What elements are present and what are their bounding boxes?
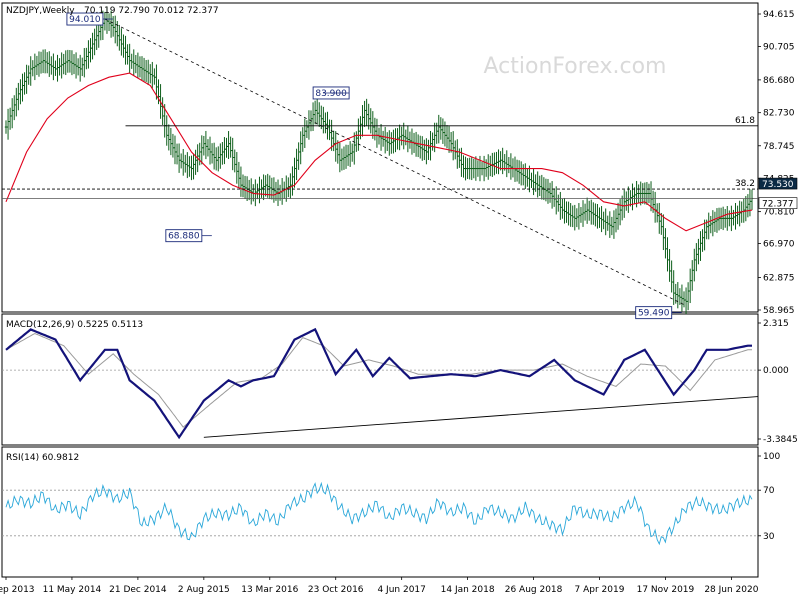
price-annotation: 83.900 (312, 86, 350, 100)
x-tick-label: 4 Jun 2017 (377, 585, 425, 595)
x-axis: 29 Sep 2013 11 May 2014 21 Dec 2014 2 Aug 2… (0, 577, 759, 595)
macd-line (5, 327, 752, 440)
level-label: 61.8 (735, 116, 755, 126)
x-tick-label: 11 May 2014 (43, 585, 102, 595)
y-tick-label: -3.3845 (763, 435, 798, 445)
y-tick-label: 66.970 (763, 240, 795, 250)
rsi-title: RSI(14) 60.9812 (6, 453, 79, 463)
y-tick-label: 90.705 (763, 42, 795, 52)
price-y-axis: 94.61590.70586.68082.73078.74574.82570.8… (758, 10, 798, 316)
x-tick-label: 21 Dec 2014 (109, 585, 167, 595)
macd-trend-line (203, 396, 759, 438)
y-tick-label: 62.875 (763, 274, 795, 284)
price-annotation: 68.880 (165, 229, 212, 243)
price-title: NZDJPY,Weekly 70.119 72.790 70.012 72.37… (6, 6, 219, 16)
y-tick-label: 2.315 (763, 319, 789, 329)
x-tick-label: 23 Oct 2016 (308, 585, 364, 595)
price-annotation: 59.490 (635, 306, 682, 320)
y-tick-label: 70.810 (763, 208, 795, 218)
macd-title: MACD(12,26,9) 0.5225 0.5113 (6, 320, 143, 330)
symbol-title: NZDJPY,Weekly (6, 6, 75, 16)
y-tick-label: 94.615 (763, 10, 795, 20)
y-tick-label: 82.730 (763, 109, 795, 119)
price-panel (1, 2, 759, 313)
rsi-line (5, 481, 753, 546)
rsi-plot (2, 481, 758, 546)
rsi-panel (1, 446, 759, 578)
y-tick-label: 78.745 (763, 142, 795, 152)
macd-plot (2, 327, 759, 440)
x-tick-label: 13 Mar 2016 (241, 585, 298, 595)
x-tick-label: 26 Aug 2018 (505, 585, 563, 595)
watermark: ActionForex.com (484, 54, 667, 79)
svg-text:68.880: 68.880 (168, 232, 200, 242)
svg-text:73.530: 73.530 (762, 180, 794, 190)
y-tick-label: 70 (763, 486, 775, 496)
x-tick-label: 17 Nov 2019 (637, 585, 695, 595)
y-tick-label: 58.965 (763, 306, 795, 316)
x-tick-label: 7 Apr 2019 (575, 585, 625, 595)
moving-average-line (5, 72, 753, 232)
svg-text:94.010: 94.010 (69, 15, 101, 25)
last-price-tag: 72.377 (758, 197, 798, 210)
y-tick-label: 30 (763, 532, 775, 542)
svg-text:59.490: 59.490 (638, 309, 670, 319)
level-label: 38.2 (735, 179, 755, 189)
price-plot: 61.8 38.2 94.010 83.900 68.880 59.490 (2, 6, 758, 320)
y-tick-label: 100 (763, 452, 780, 462)
macd-panel (1, 313, 759, 446)
last-price-tag: 73.530 (758, 177, 798, 190)
x-tick-label: 28 Jun 2020 (704, 585, 758, 595)
x-tick-label: 2 Aug 2015 (178, 585, 230, 595)
svg-text:72.377: 72.377 (762, 200, 794, 210)
ohlc-readout: 70.119 72.790 70.012 72.377 (84, 6, 219, 16)
price-annotation: 94.010 (66, 12, 113, 26)
svg-text:83.900: 83.900 (315, 89, 347, 99)
x-tick-label: 29 Sep 2013 (0, 585, 35, 595)
x-tick-label: 14 Jan 2018 (441, 585, 495, 595)
macd-signal-line (5, 332, 752, 428)
y-tick-label: 86.680 (763, 76, 795, 86)
macd-y-axis: 2.315 0.000 -3.3845 (758, 319, 798, 445)
rsi-y-axis: 100 70 30 (758, 452, 780, 542)
y-tick-label: 0.000 (763, 366, 789, 376)
